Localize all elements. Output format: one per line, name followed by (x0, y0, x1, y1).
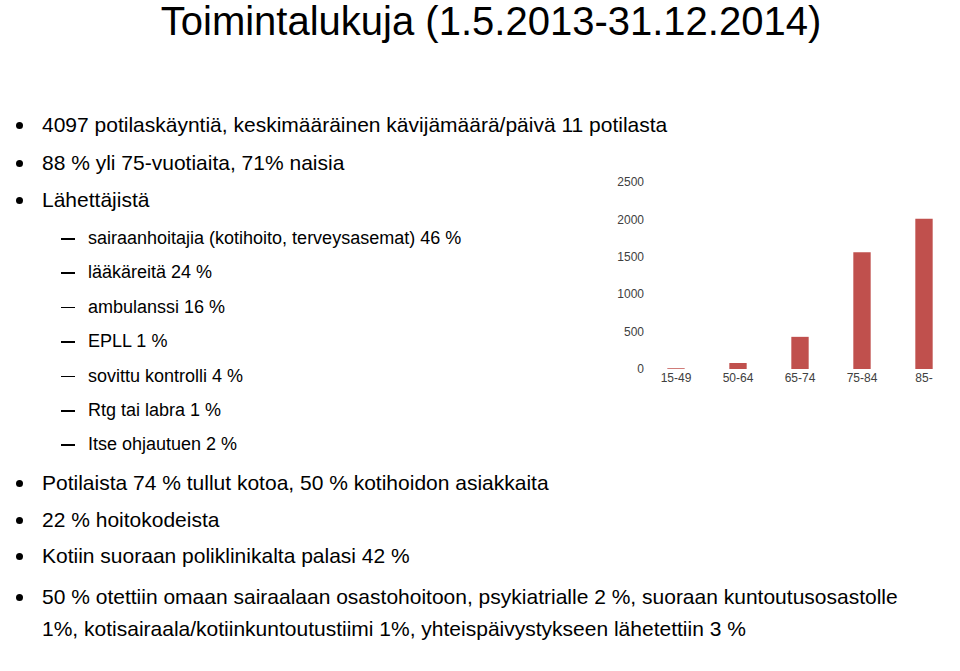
html-text:Potilaista 74 % tullut kotoa,: Potilaista 74 % tullut kotoa, 50 % kotih… (42, 471, 549, 494)
svg-text:75-84: 75-84 (847, 371, 878, 385)
svg-text:500: 500 (624, 325, 644, 339)
html-text:Toimintalukuja (1.5.2013-31.12: Toimintalukuja (1.5.2013-31.12.2014) (160, 0, 822, 43)
svg-text:0: 0 (637, 362, 644, 376)
html-text:88 % yli 75-vuotiaita, 71% nai: 88 % yli 75-vuotiaita, 71% naisia (42, 151, 345, 174)
svg-text:65-74: 65-74 (785, 371, 816, 385)
html-text:lääkäreitä 24 %: lääkäreitä 24 % (88, 262, 213, 283)
html-text:Itse ohjautuen 2 %: Itse ohjautuen 2 % (88, 434, 238, 455)
svg-text:2500: 2500 (617, 175, 644, 189)
html-text:4097 potilaskäyntiä, keskimäär: 4097 potilaskäyntiä, keskimääräinen kävi… (42, 113, 668, 136)
html-text:EPLL 1 %: EPLL 1 % (88, 331, 168, 352)
html-text:22 % hoitokodeista: 22 % hoitokodeista (42, 508, 220, 531)
html-text:sovittu kontrolli 4 %: sovittu kontrolli 4 % (88, 365, 244, 386)
html-text:ambulanssi 16 %: ambulanssi 16 % (88, 296, 226, 317)
html-text:Kotiin suoraan poliklinikalta: Kotiin suoraan poliklinikalta palasi 42 … (42, 544, 410, 567)
html-text:Lähettäjistä: Lähettäjistä (42, 188, 150, 211)
svg-text:15-49: 15-49 (661, 371, 692, 385)
svg-text:2000: 2000 (617, 213, 644, 227)
svg-text:50-64: 50-64 (723, 371, 754, 385)
svg-text:1500: 1500 (617, 250, 644, 264)
html-text:Rtg tai labra 1 %: Rtg tai labra 1 % (88, 400, 222, 420)
html-text:sairaanhoitajia (kotihoito, te: sairaanhoitajia (kotihoito, terveysasema… (88, 228, 462, 248)
svg-text:85-: 85- (915, 371, 932, 385)
svg-text:1000: 1000 (617, 287, 644, 301)
html-text:50 % otettiin omaan sairaalaan: 50 % otettiin omaan sairaalaan osastohoi… (42, 585, 898, 640)
